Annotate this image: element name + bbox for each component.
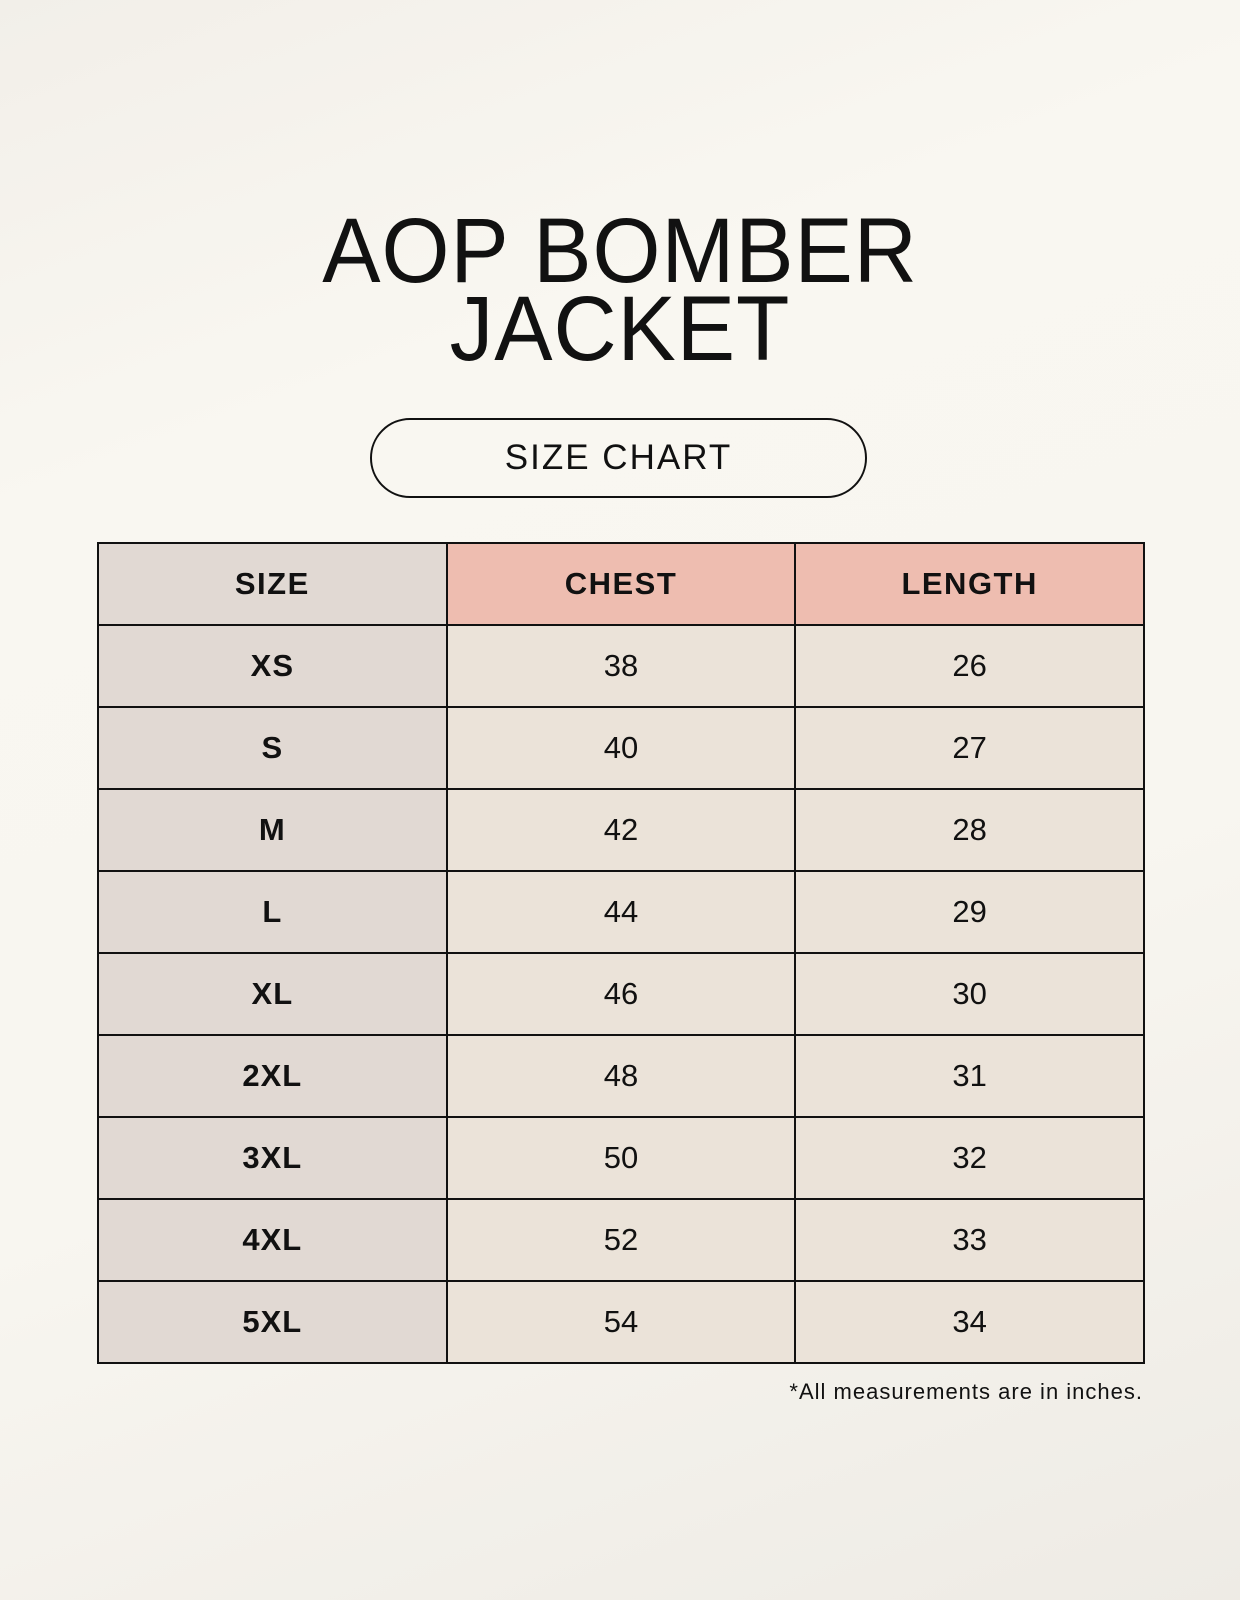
cell-size: 4XL [97,1198,448,1282]
header-size: SIZE [97,542,448,626]
size-table: SIZE CHEST LENGTH XS 38 26 S 40 27 M 42 28 L 44 29 X… [97,542,1145,1364]
table-row: 5XL 54 34 [97,1280,1145,1364]
cell-length: 30 [794,952,1145,1036]
cell-length: 29 [794,870,1145,954]
table-row: 2XL 48 31 [97,1034,1145,1118]
table-row: M 42 28 [97,788,1145,872]
title-line-2: JACKET [449,278,791,380]
cell-size: 5XL [97,1280,448,1364]
cell-length: 32 [794,1116,1145,1200]
cell-length: 27 [794,706,1145,790]
header-length: LENGTH [794,542,1145,626]
cell-chest: 50 [445,1116,797,1200]
cell-size: S [97,706,448,790]
table-row: 4XL 52 33 [97,1198,1145,1282]
cell-chest: 48 [445,1034,797,1118]
table-row: S 40 27 [97,706,1145,790]
footnote: *All measurements are in inches. [789,1379,1143,1404]
cell-size: XL [97,952,448,1036]
table-row: XL 46 30 [97,952,1145,1036]
size-chart-badge: SIZE CHART [370,418,867,498]
cell-length: 31 [794,1034,1145,1118]
table-row: XS 38 26 [97,624,1145,708]
table-header-row: SIZE CHEST LENGTH [97,542,1145,626]
cell-size: L [97,870,448,954]
cell-length: 26 [794,624,1145,708]
cell-length: 34 [794,1280,1145,1364]
header-chest: CHEST [445,542,797,626]
cell-chest: 46 [445,952,797,1036]
cell-size: 3XL [97,1116,448,1200]
cell-chest: 54 [445,1280,797,1364]
cell-chest: 40 [445,706,797,790]
cell-chest: 52 [445,1198,797,1282]
cell-size: XS [97,624,448,708]
cell-chest: 38 [445,624,797,708]
cell-chest: 42 [445,788,797,872]
cell-size: 2XL [97,1034,448,1118]
cell-chest: 44 [445,870,797,954]
cell-size: M [97,788,448,872]
page-title: AOP BOMBER JACKET [0,200,1240,380]
table-row: 3XL 50 32 [97,1116,1145,1200]
cell-length: 28 [794,788,1145,872]
table-row: L 44 29 [97,870,1145,954]
cell-length: 33 [794,1198,1145,1282]
title-line-1: AOP BOMBER [322,200,918,302]
